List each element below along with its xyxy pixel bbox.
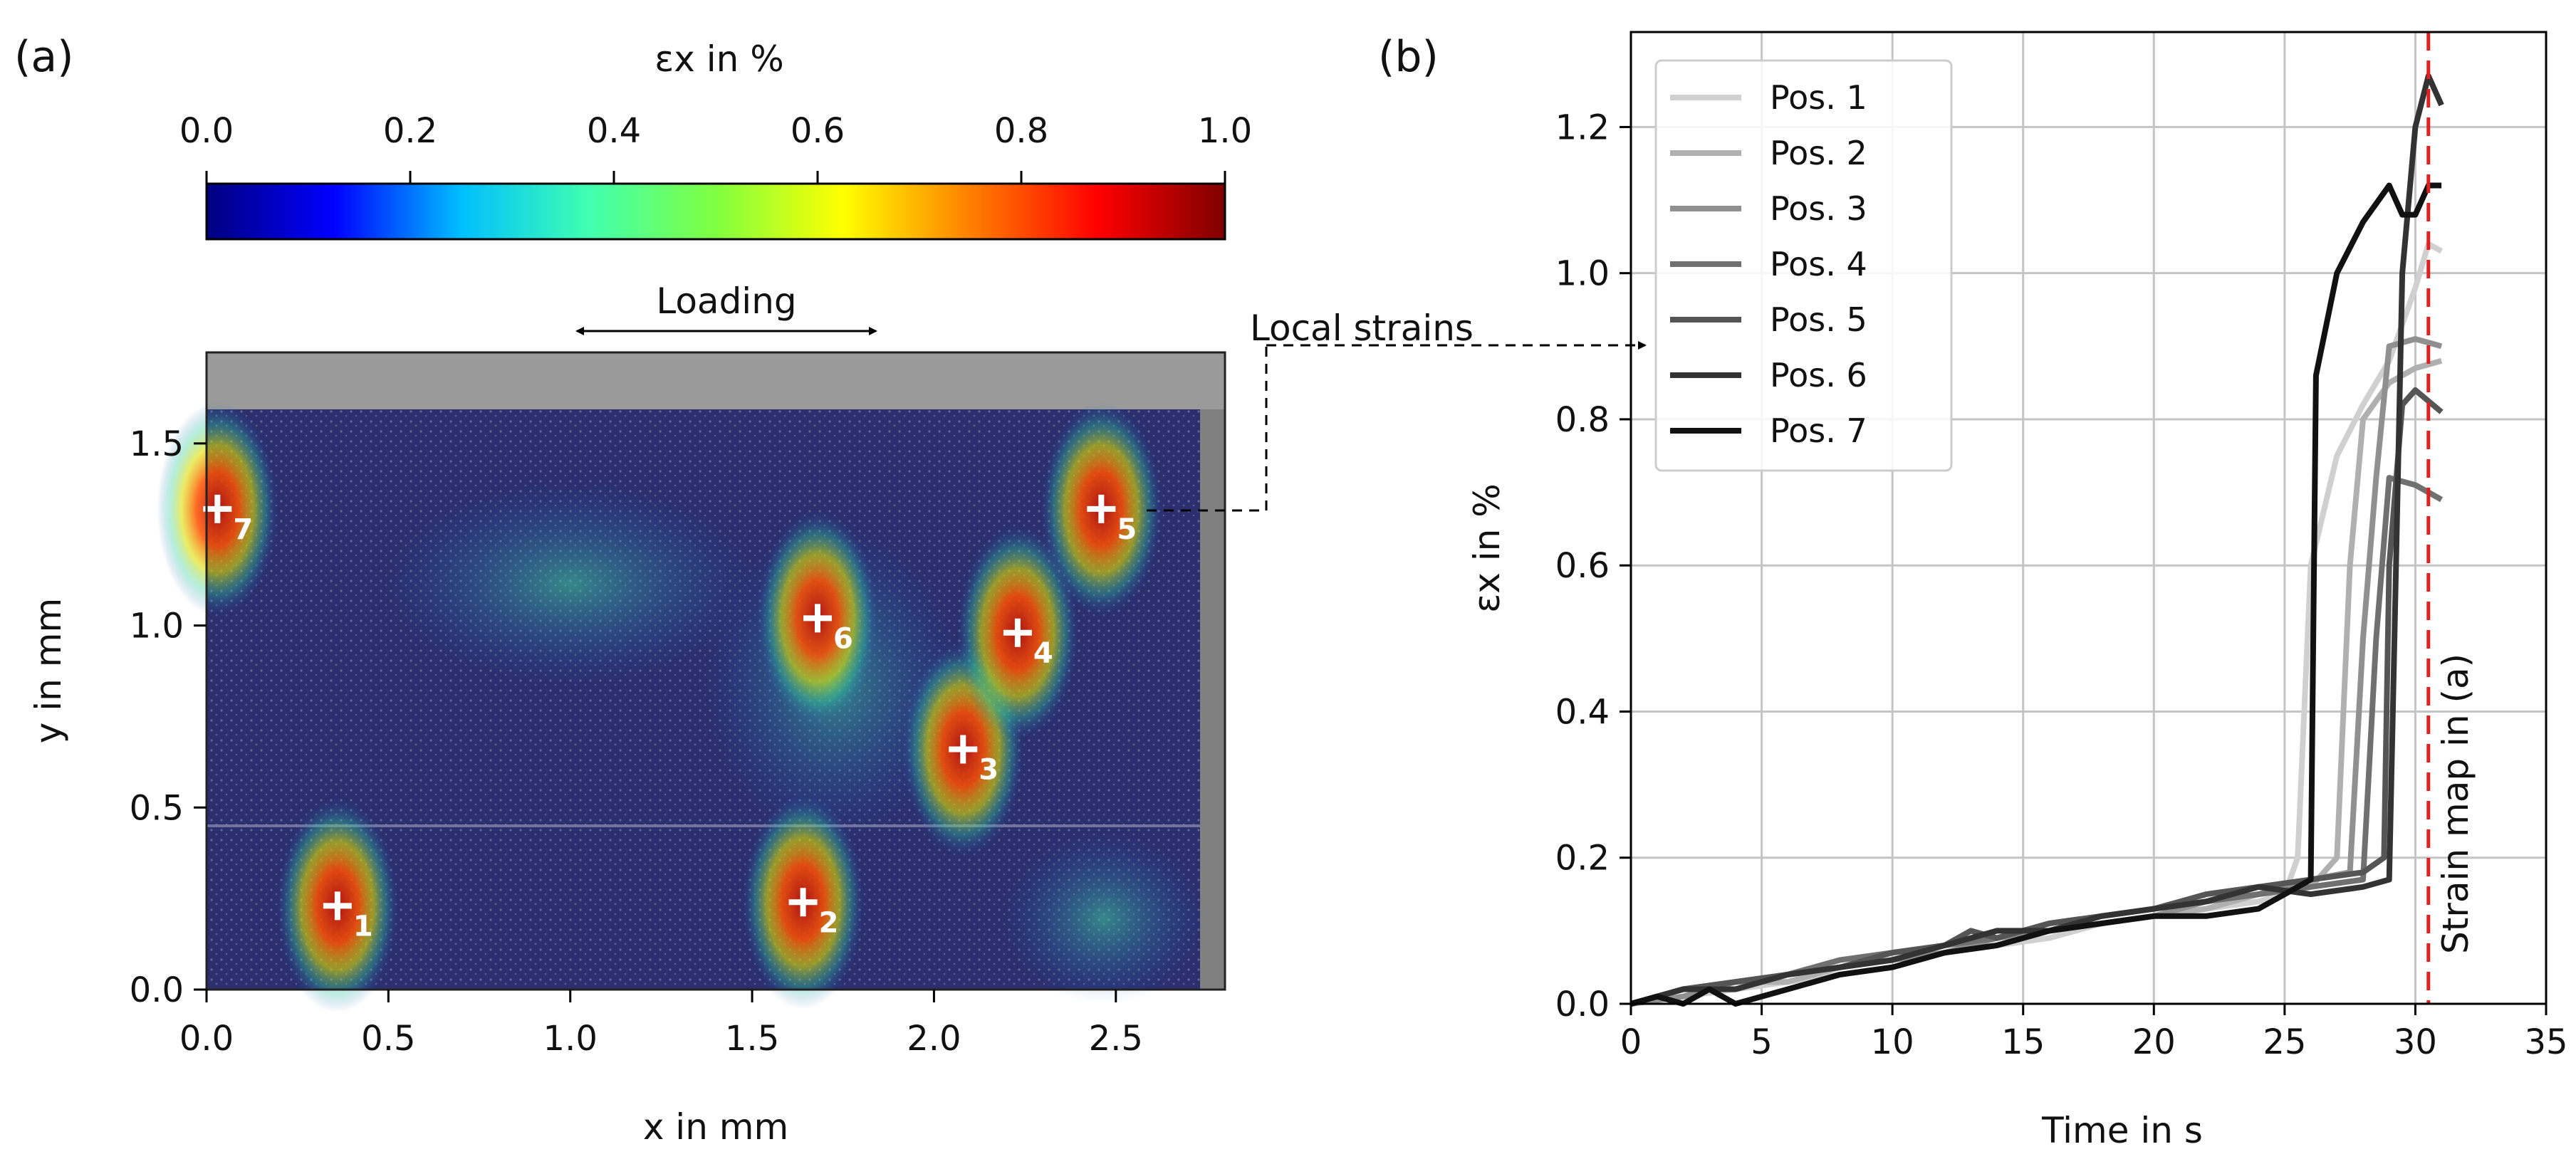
plot-y-tick-label: 0.2 [1555,839,1610,879]
legend: Pos. 1 Pos. 2 Pos. 3 Pos. 4 Pos. 5 Pos. 6 Pos.… [1654,59,1953,472]
position-marker-label: 4 [1033,637,1053,670]
legend-label: Pos. 5 [1770,300,1867,339]
position-marker [803,604,832,633]
specimen-top-band [207,352,1225,409]
panel-a-x-label: x in mm [643,1106,788,1148]
position-marker [323,891,352,921]
position-marker [1087,494,1116,523]
plot-x-ticks: 0 5 10 15 20 25 30 35 [1620,1004,2568,1062]
position-marker [1003,618,1032,647]
plot-y-ticks: 0.0 0.2 0.4 0.6 0.8 1.0 1.2 [1555,108,1631,1024]
series-line-pos-6 [1629,73,2444,1007]
panel-a-x-tick-label: 2.5 [1089,1019,1143,1059]
plot-x-tick-label: 35 [2524,1022,2567,1062]
panel-a-x-tick-label: 0.5 [361,1019,415,1059]
plot-y-tick-label: 0.0 [1555,985,1610,1024]
panel-a-y-tick-label: 1.5 [130,424,184,464]
panel-a-x-tick-label: 1.5 [725,1019,779,1059]
panel-a-y-tick-label: 1.0 [130,607,184,646]
plot-y-tick-label: 0.6 [1555,546,1610,586]
plot-y-tick-label: 1.2 [1555,108,1610,147]
colorbar-tick-label: 0.0 [179,111,234,151]
panel-a-y-label: y in mm [28,598,69,743]
map-frame [205,351,1226,991]
plot-x-tick-label: 10 [1871,1022,1914,1062]
plot-x-tick-label: 30 [2394,1022,2437,1062]
colorbar [205,182,1226,241]
panel-b-label: (b) [1378,32,1439,82]
colorbar-tick-label: 0.6 [791,111,845,151]
plot-x-tick-label: 15 [2001,1022,2045,1062]
colorbar-tick-label: 0.8 [994,111,1048,151]
panel-a-label: (a) [14,32,74,82]
position-marker-label: 1 [353,910,373,943]
legend-label: Pos. 2 [1770,134,1867,172]
colorbar-ticks: 0.0 0.2 0.4 0.6 0.8 1.0 [179,111,1252,184]
colorbar-tick-label: 1.0 [1198,111,1252,151]
legend-label: Pos. 4 [1770,245,1867,283]
panel-a-x-ticks: 0.0 0.5 1.0 1.5 2.0 2.5 [179,990,1143,1059]
plot-x-label: Time in s [2041,1110,2203,1151]
legend-label: Pos. 7 [1770,411,1867,450]
position-marker-label: 7 [233,513,253,546]
position-marker-label: 5 [1117,513,1137,546]
legend-label: Pos. 6 [1770,356,1867,394]
local-strains-label: Local strains [1250,308,1474,349]
position-marker [203,494,232,523]
colorbar-title: εx in % [655,38,784,80]
plot-y-tick-label: 0.4 [1555,692,1610,732]
strain-map-time-label: Strain map in (a) [2435,654,2476,954]
plot-x-tick-label: 0 [1620,1022,1642,1062]
legend-label: Pos. 3 [1770,189,1867,228]
position-marker-label: 6 [833,622,853,655]
local-strains-connector [1147,345,1268,512]
colorbar-tick-label: 0.2 [383,111,437,151]
panel-a-y-tick-label: 0.5 [130,788,184,828]
plot-x-tick-label: 5 [1751,1022,1773,1062]
panel-a-y-tick-label: 0.0 [130,970,184,1010]
shear-band [385,484,755,683]
plot-y-label: εx in % [1466,483,1508,613]
panel-a-x-tick-label: 0.0 [179,1019,234,1059]
series-line-pos-5 [1629,387,2444,1007]
legend-box [1654,59,1953,472]
plot-x-tick-label: 25 [2263,1022,2306,1062]
strain-map: 1 2 3 4 5 6 7 [157,351,1226,1013]
position-marker [788,888,818,917]
panel-a-x-tick-label: 1.0 [543,1019,598,1059]
position-marker-label: 2 [819,906,839,939]
position-marker [949,735,978,764]
panel-a-y-ticks: 0.0 0.5 1.0 1.5 [130,424,207,1010]
panel-a-x-tick-label: 2.0 [907,1019,961,1059]
plot-x-tick-label: 20 [2132,1022,2176,1062]
position-markers: 1 2 3 4 5 6 7 [203,494,1137,943]
plot-y-tick-label: 1.0 [1555,254,1610,294]
legend-label: Pos. 1 [1770,78,1867,117]
loading-label: Loading [656,280,796,322]
shear-band [1004,833,1204,1004]
colorbar-tick-label: 0.4 [587,111,641,151]
plot-frame [1629,31,2548,1005]
plot-y-tick-label: 0.8 [1555,400,1610,440]
position-marker-label: 3 [979,753,998,786]
